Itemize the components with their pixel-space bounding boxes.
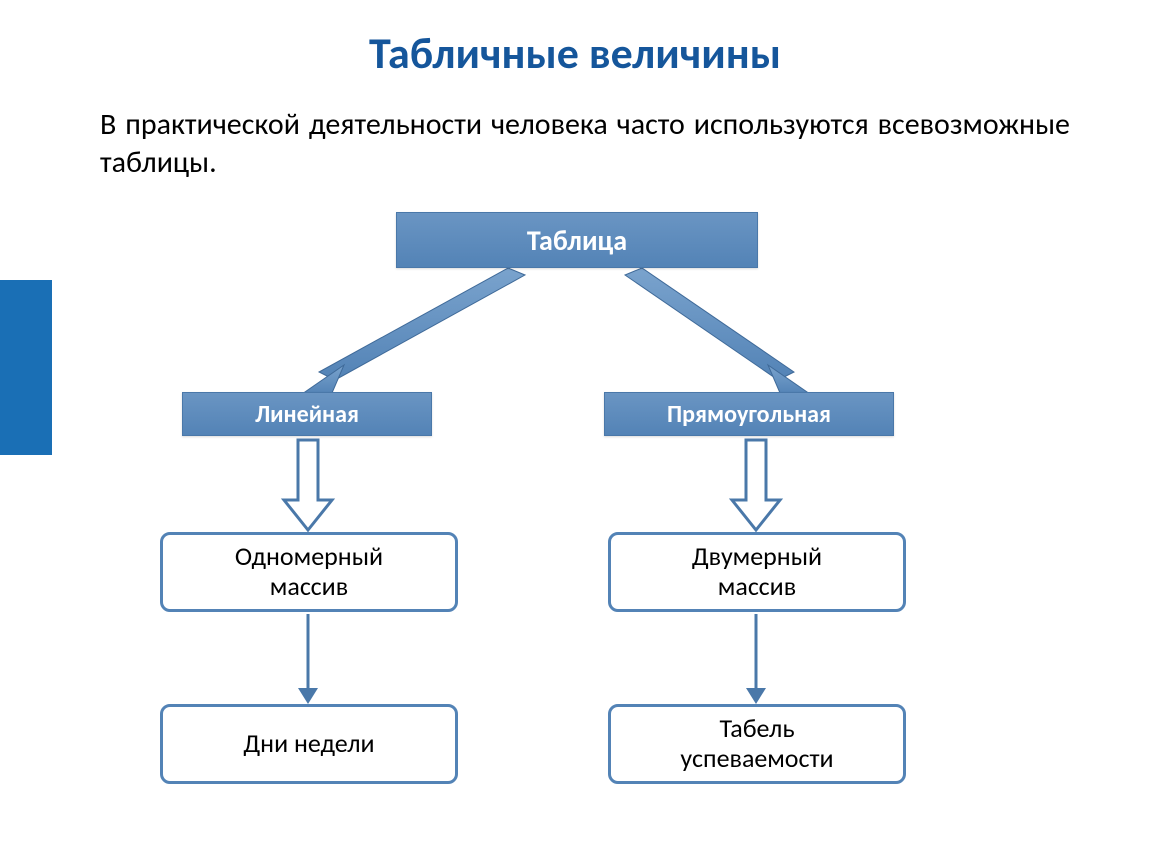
node-left2: Одномерныймассив bbox=[160, 532, 458, 612]
node-label: Таблица bbox=[527, 223, 627, 258]
edge-root-right1 bbox=[625, 268, 810, 394]
diagram-container: Таблица Линейная Прямоугольная Одномерны… bbox=[0, 0, 1150, 864]
edge-right1-right2 bbox=[732, 440, 780, 530]
node-label: Прямоугольная bbox=[667, 400, 831, 429]
node-right3: Табельуспеваемости bbox=[608, 704, 906, 784]
node-right2: Двумерныймассив bbox=[608, 532, 906, 612]
node-label: Двумерныймассив bbox=[692, 542, 822, 602]
node-root: Таблица bbox=[396, 212, 758, 268]
node-left1: Линейная bbox=[182, 392, 432, 436]
node-right1: Прямоугольная bbox=[604, 392, 894, 436]
node-label: Дни недели bbox=[243, 729, 374, 759]
node-left3: Дни недели bbox=[160, 704, 458, 784]
edge-root-left1 bbox=[302, 268, 525, 394]
node-label: Линейная bbox=[255, 400, 359, 429]
edge-left1-left2 bbox=[284, 440, 332, 530]
node-label: Табельуспеваемости bbox=[680, 714, 833, 774]
node-label: Одномерныймассив bbox=[235, 542, 383, 602]
edge-left2-left3 bbox=[298, 614, 318, 704]
edge-right2-right3 bbox=[746, 614, 766, 704]
